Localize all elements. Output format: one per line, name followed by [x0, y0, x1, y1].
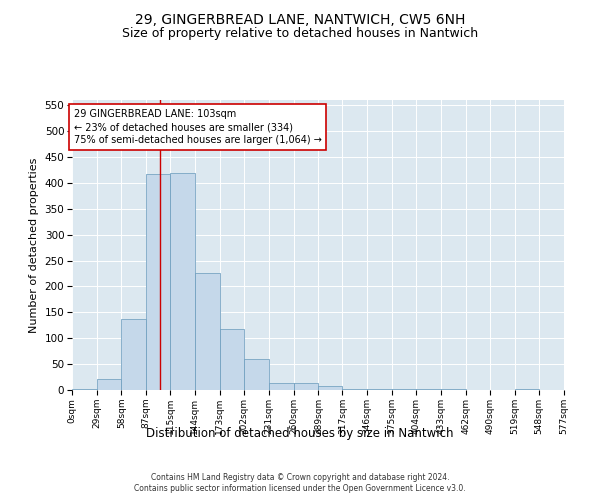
Bar	[121, 319, 146, 390]
Bar	[97, 378, 121, 390]
Bar	[319, 386, 343, 390]
Bar	[293, 384, 319, 390]
Bar	[269, 384, 293, 390]
Y-axis label: Number of detached properties: Number of detached properties	[29, 158, 39, 332]
Bar	[72, 389, 97, 390]
Bar	[146, 174, 170, 390]
Bar	[170, 172, 195, 390]
Text: Distribution of detached houses by size in Nantwich: Distribution of detached houses by size …	[146, 428, 454, 440]
Text: 29, GINGERBREAD LANE, NANTWICH, CW5 6NH: 29, GINGERBREAD LANE, NANTWICH, CW5 6NH	[135, 12, 465, 26]
Bar	[244, 359, 269, 390]
Text: 29 GINGERBREAD LANE: 103sqm
← 23% of detached houses are smaller (334)
75% of se: 29 GINGERBREAD LANE: 103sqm ← 23% of det…	[74, 109, 322, 145]
Bar	[416, 389, 441, 390]
Bar	[195, 273, 220, 390]
Text: Size of property relative to detached houses in Nantwich: Size of property relative to detached ho…	[122, 28, 478, 40]
Bar	[220, 330, 244, 390]
Text: Contains HM Land Registry data © Crown copyright and database right 2024.: Contains HM Land Registry data © Crown c…	[151, 472, 449, 482]
Text: Contains public sector information licensed under the Open Government Licence v3: Contains public sector information licen…	[134, 484, 466, 493]
